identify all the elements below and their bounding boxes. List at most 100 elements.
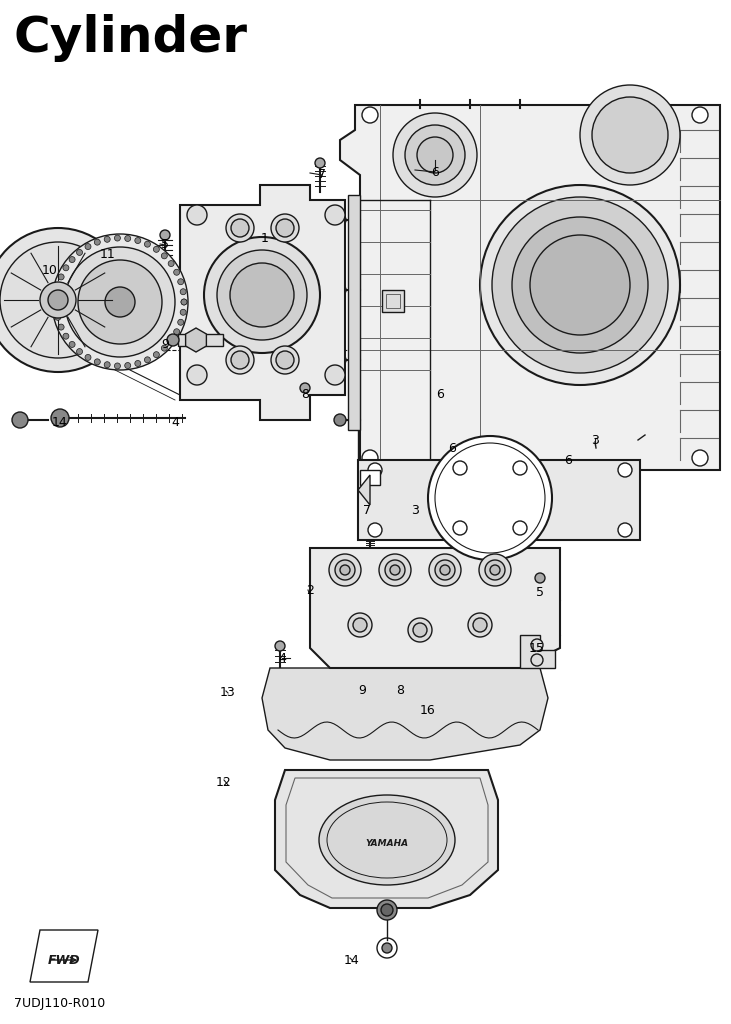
Text: 6: 6 — [564, 454, 572, 467]
Circle shape — [335, 560, 355, 580]
Ellipse shape — [319, 795, 455, 885]
Circle shape — [230, 263, 294, 327]
Text: 4: 4 — [171, 416, 179, 428]
Circle shape — [69, 257, 75, 262]
Circle shape — [535, 573, 545, 583]
Circle shape — [340, 565, 350, 575]
Circle shape — [231, 219, 249, 237]
Circle shape — [105, 361, 110, 368]
Circle shape — [53, 294, 59, 300]
Circle shape — [480, 185, 680, 385]
Circle shape — [145, 356, 151, 362]
Circle shape — [105, 287, 135, 317]
Circle shape — [125, 236, 131, 242]
Circle shape — [428, 436, 552, 560]
Circle shape — [276, 219, 294, 237]
Circle shape — [492, 197, 668, 373]
Circle shape — [271, 346, 299, 374]
Circle shape — [125, 362, 131, 369]
Circle shape — [0, 228, 130, 372]
Circle shape — [0, 242, 116, 358]
Circle shape — [48, 290, 68, 310]
Circle shape — [490, 565, 500, 575]
Circle shape — [226, 346, 254, 374]
Circle shape — [58, 273, 64, 280]
Circle shape — [65, 247, 175, 357]
Circle shape — [300, 383, 310, 393]
Circle shape — [180, 309, 186, 315]
Circle shape — [413, 623, 427, 637]
Circle shape — [592, 97, 668, 173]
FancyBboxPatch shape — [382, 290, 404, 312]
Circle shape — [512, 217, 648, 353]
Text: 1: 1 — [261, 231, 269, 245]
Circle shape — [180, 289, 186, 295]
Text: 13: 13 — [220, 686, 236, 699]
Text: 3: 3 — [591, 433, 599, 446]
Text: 3: 3 — [411, 504, 419, 516]
Circle shape — [52, 234, 188, 370]
Circle shape — [187, 365, 207, 385]
Polygon shape — [30, 930, 98, 982]
Circle shape — [513, 521, 527, 535]
Circle shape — [85, 354, 91, 360]
Circle shape — [408, 618, 432, 642]
Circle shape — [513, 461, 527, 475]
Circle shape — [435, 560, 455, 580]
Text: 8: 8 — [396, 683, 404, 696]
FancyBboxPatch shape — [360, 470, 380, 485]
Circle shape — [204, 237, 320, 353]
Text: 7UDJ110-R010: 7UDJ110-R010 — [14, 997, 105, 1010]
Polygon shape — [275, 770, 498, 908]
Circle shape — [231, 351, 249, 369]
Circle shape — [329, 554, 361, 586]
Circle shape — [381, 904, 393, 916]
Circle shape — [348, 613, 372, 637]
Text: 15: 15 — [529, 641, 545, 654]
Text: 10: 10 — [42, 263, 58, 276]
Circle shape — [115, 362, 121, 369]
Circle shape — [453, 461, 467, 475]
Circle shape — [618, 463, 632, 477]
Circle shape — [479, 554, 511, 586]
Circle shape — [275, 641, 285, 651]
Text: 16: 16 — [420, 703, 436, 717]
Circle shape — [325, 205, 345, 225]
Circle shape — [154, 351, 159, 357]
Circle shape — [135, 238, 141, 244]
Circle shape — [382, 943, 392, 953]
Circle shape — [167, 334, 179, 346]
Polygon shape — [178, 334, 223, 346]
Circle shape — [325, 365, 345, 385]
Circle shape — [115, 236, 121, 241]
Circle shape — [69, 341, 75, 347]
Text: 6: 6 — [436, 388, 444, 401]
Circle shape — [385, 560, 405, 580]
Circle shape — [85, 244, 91, 250]
Text: 14: 14 — [344, 953, 360, 967]
Circle shape — [429, 554, 461, 586]
Circle shape — [531, 639, 543, 651]
Circle shape — [580, 85, 680, 185]
Text: 6: 6 — [431, 166, 439, 178]
Circle shape — [530, 234, 630, 335]
Circle shape — [368, 523, 382, 537]
Circle shape — [78, 260, 162, 344]
Circle shape — [94, 240, 100, 245]
Polygon shape — [520, 635, 555, 668]
Text: 7: 7 — [363, 504, 371, 516]
Circle shape — [40, 282, 76, 318]
Circle shape — [181, 299, 187, 305]
Circle shape — [168, 260, 174, 266]
Circle shape — [692, 450, 708, 466]
Polygon shape — [340, 105, 720, 470]
Text: FWD: FWD — [48, 953, 80, 967]
Circle shape — [77, 250, 83, 255]
Circle shape — [94, 358, 100, 365]
Text: Cylinder: Cylinder — [14, 14, 248, 62]
Circle shape — [440, 565, 450, 575]
Polygon shape — [262, 668, 548, 760]
Text: YAMAHA: YAMAHA — [366, 839, 409, 848]
Text: 11: 11 — [100, 249, 116, 261]
Text: 5: 5 — [161, 239, 169, 252]
